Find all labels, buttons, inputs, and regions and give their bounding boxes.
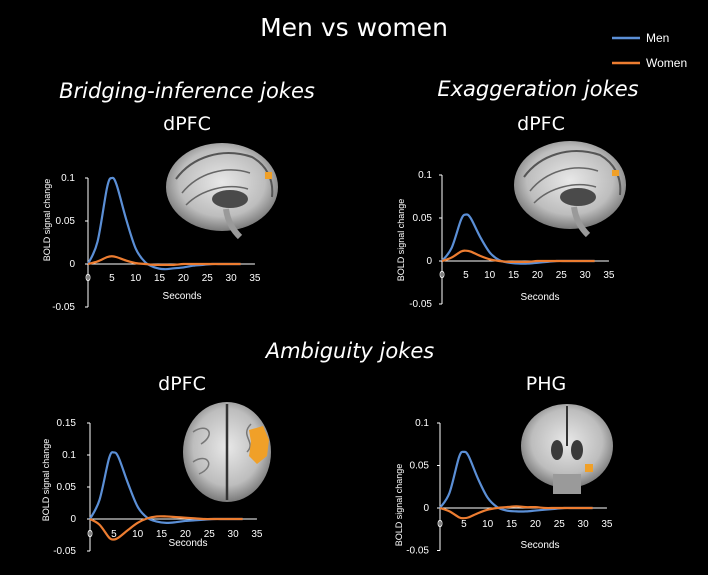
x-tick-label: 25 (202, 273, 214, 284)
y-tick-label: -0.05 (406, 546, 429, 557)
x-tick-label: 15 (506, 519, 518, 530)
y-tick-label: 0 (423, 503, 429, 514)
y-tick-label: 0 (70, 514, 76, 525)
x-tick-label: 5 (463, 270, 469, 281)
x-tick-label: 30 (228, 529, 240, 540)
x-tick-label: 30 (226, 273, 238, 284)
y-tick-label: 0.1 (61, 173, 75, 184)
section-title-bridging: Bridging-inference jokes (59, 79, 315, 103)
x-tick-label: 20 (532, 270, 544, 281)
x-axis-title: Seconds (169, 538, 208, 549)
y-axis-title: BOLD signal change (42, 179, 52, 262)
series-line-women (441, 249, 595, 264)
y-tick-label: 0 (69, 259, 75, 270)
legend: Men Women (612, 31, 687, 70)
x-axis-title: Seconds (163, 291, 202, 302)
y-tick-label: -0.05 (53, 546, 76, 557)
x-tick-label: 10 (484, 270, 496, 281)
x-tick-label: 30 (580, 270, 592, 281)
x-tick-label: 30 (578, 519, 590, 530)
section-title-exaggeration: Exaggeration jokes (437, 77, 638, 101)
y-tick-label: 0.1 (415, 418, 429, 429)
y-tick-label: 0.05 (57, 482, 77, 493)
brain-sagittal-icon (166, 143, 278, 240)
x-tick-label: 15 (508, 270, 520, 281)
x-tick-label: 25 (204, 529, 216, 540)
panel-title: dPFC (158, 373, 206, 395)
y-axis-title: BOLD signal change (396, 199, 406, 282)
x-tick-label: 25 (556, 270, 568, 281)
x-axis-title: Seconds (521, 292, 560, 303)
x-tick-label: 0 (85, 273, 91, 284)
y-axis-title: BOLD signal change (394, 464, 404, 547)
series-line-women (439, 505, 593, 520)
y-tick-label: 0.15 (57, 418, 77, 429)
legend-label-women: Women (646, 56, 687, 70)
x-tick-label: 20 (180, 529, 192, 540)
x-tick-label: 0 (439, 270, 445, 281)
x-tick-label: 10 (482, 519, 494, 530)
x-tick-label: 35 (601, 519, 613, 530)
x-tick-label: 10 (130, 273, 142, 284)
panel-title: dPFC (517, 113, 565, 135)
legend-label-men: Men (646, 31, 669, 45)
x-tick-label: 35 (249, 273, 261, 284)
section-title-ambiguity: Ambiguity jokes (264, 339, 435, 363)
panel-title: dPFC (163, 113, 211, 135)
x-tick-label: 20 (178, 273, 190, 284)
y-axis-title: BOLD signal change (41, 439, 51, 522)
x-tick-label: 35 (603, 270, 615, 281)
x-tick-label: 0 (87, 529, 93, 540)
figure-title: Men vs women (260, 13, 448, 42)
series-line-women (87, 255, 241, 267)
y-tick-label: 0.05 (413, 213, 433, 224)
brain-sagittal-icon (514, 141, 626, 238)
y-tick-label: 0.05 (410, 461, 430, 472)
x-tick-label: 10 (132, 529, 144, 540)
x-tick-label: 0 (437, 519, 443, 530)
x-axis-title: Seconds (521, 540, 560, 551)
x-tick-label: 25 (554, 519, 566, 530)
y-tick-label: -0.05 (409, 299, 432, 310)
y-tick-label: 0.1 (418, 170, 432, 181)
panel-title: PHG (526, 373, 566, 395)
x-tick-label: 5 (461, 519, 467, 530)
y-tick-label: 0.05 (56, 216, 76, 227)
y-tick-label: 0 (426, 256, 432, 267)
x-tick-label: 5 (109, 273, 115, 284)
x-tick-label: 5 (111, 529, 117, 540)
x-tick-label: 35 (251, 529, 263, 540)
x-tick-label: 15 (154, 273, 166, 284)
y-tick-label: 0.1 (62, 450, 76, 461)
brain-coronal-icon (521, 404, 613, 494)
series-line-women (89, 515, 243, 541)
brain-axial-icon (183, 402, 271, 502)
y-tick-label: -0.05 (52, 302, 75, 313)
x-tick-label: 15 (156, 529, 168, 540)
x-tick-label: 20 (530, 519, 542, 530)
